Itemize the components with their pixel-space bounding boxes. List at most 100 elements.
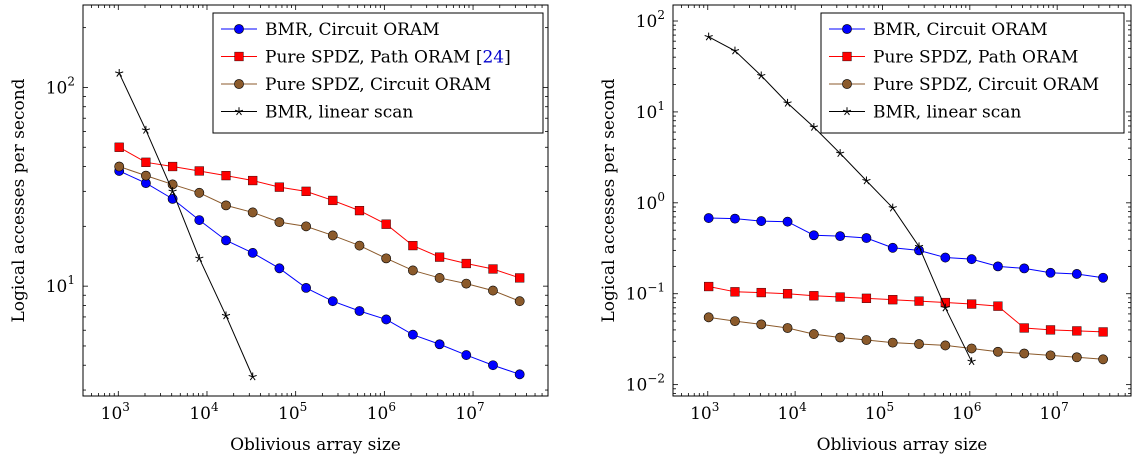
data-point [514, 369, 525, 380]
series-3 [114, 161, 525, 307]
series-line [119, 166, 520, 302]
series-line [118, 146, 520, 279]
legend-marker [842, 79, 852, 89]
data-point [274, 182, 284, 192]
data-point [327, 296, 338, 307]
chart-panel-1: 103 104 105 106 107 101 102 Oblivious array siz… [9, 4, 549, 455]
legend-entry: Pure SPDZ, Circuit ORAM [221, 75, 491, 95]
data-point [808, 329, 819, 339]
data-point [515, 273, 525, 283]
data-point [221, 235, 231, 246]
data-point [1019, 263, 1030, 274]
series-line [708, 286, 1104, 333]
data-point [434, 273, 445, 283]
data-point [141, 157, 151, 167]
series-4 [115, 68, 257, 381]
data-point [141, 170, 151, 181]
data-point [1045, 267, 1056, 278]
data-point [1098, 272, 1109, 283]
legend-marker [842, 24, 852, 34]
data-point [1071, 352, 1082, 363]
legend-entry: Pure SPDZ, Circuit ORAM [829, 75, 1099, 95]
data-point [967, 357, 976, 366]
data-point [940, 252, 951, 263]
x-axis-label: Oblivious array size [230, 435, 401, 455]
series-1 [703, 213, 1109, 283]
data-point [1019, 348, 1030, 359]
data-point [247, 207, 258, 218]
data-point [914, 296, 924, 306]
data-point [757, 71, 766, 80]
x-tick-label: 107 [455, 400, 484, 424]
legend-label: Pure SPDZ, Path ORAM [873, 48, 1078, 68]
data-point [274, 263, 285, 274]
data-point [809, 122, 818, 131]
legend-marker [234, 24, 244, 34]
y-tick-label: 100 [636, 190, 665, 214]
data-point [141, 125, 151, 134]
data-point [966, 254, 977, 265]
data-point [730, 213, 740, 224]
data-point [782, 323, 793, 333]
data-point [168, 161, 178, 172]
data-point [381, 253, 392, 264]
data-point [407, 265, 418, 276]
data-point [835, 292, 845, 302]
data-point [354, 240, 365, 251]
data-point [703, 312, 714, 323]
x-tick-label: 103 [690, 400, 719, 424]
legend-label: Pure SPDZ, Circuit ORAM [873, 75, 1099, 95]
data-point [1045, 350, 1056, 361]
data-point [221, 171, 231, 181]
x-tick-label: 107 [1040, 400, 1069, 424]
data-point [966, 343, 977, 354]
data-point [730, 287, 740, 297]
data-point [993, 301, 1003, 311]
data-point [809, 291, 819, 301]
data-point [1098, 327, 1108, 337]
data-point [301, 221, 311, 232]
data-point [514, 296, 525, 307]
data-point [407, 329, 418, 340]
data-point [835, 231, 846, 242]
plot-frame [82, 4, 549, 397]
data-point [488, 360, 498, 371]
data-point [704, 281, 714, 292]
legend-marker [234, 79, 244, 89]
data-point [354, 306, 365, 316]
data-point [1045, 325, 1056, 335]
data-point [861, 233, 872, 243]
data-point [993, 346, 1003, 357]
x-tick-label: 105 [278, 400, 307, 424]
data-point [756, 319, 767, 330]
x-tick-label: 105 [865, 400, 894, 424]
data-point [808, 230, 819, 241]
y-tick-label: 101 [46, 273, 75, 297]
chart-panel-2: 103 104 105 106 107 10−2 10−1 100 101 102 Obliviou… [599, 4, 1132, 455]
y-axis-label: Logical accesses per second [599, 78, 619, 322]
data-point [993, 261, 1003, 272]
x-tick-label: 103 [101, 400, 130, 424]
data-point [168, 187, 177, 196]
series-2 [704, 281, 1108, 337]
y-tick-label: 102 [636, 8, 665, 32]
data-point [835, 332, 846, 343]
legend-entry: BMR, linear scan [829, 103, 1021, 123]
data-point [1019, 323, 1029, 333]
legend-marker [234, 107, 244, 116]
data-point [434, 252, 445, 262]
data-point [887, 337, 898, 348]
data-point [248, 175, 258, 186]
data-point [114, 161, 125, 172]
x-tick-label: 106 [952, 400, 981, 424]
series-line [119, 170, 520, 375]
data-point [381, 219, 391, 229]
data-point [914, 339, 924, 349]
data-point [1072, 326, 1082, 336]
data-point [730, 46, 740, 55]
data-point [783, 98, 792, 107]
data-point [248, 372, 257, 381]
y-tick-label: 101 [636, 99, 665, 123]
data-point [194, 166, 204, 176]
